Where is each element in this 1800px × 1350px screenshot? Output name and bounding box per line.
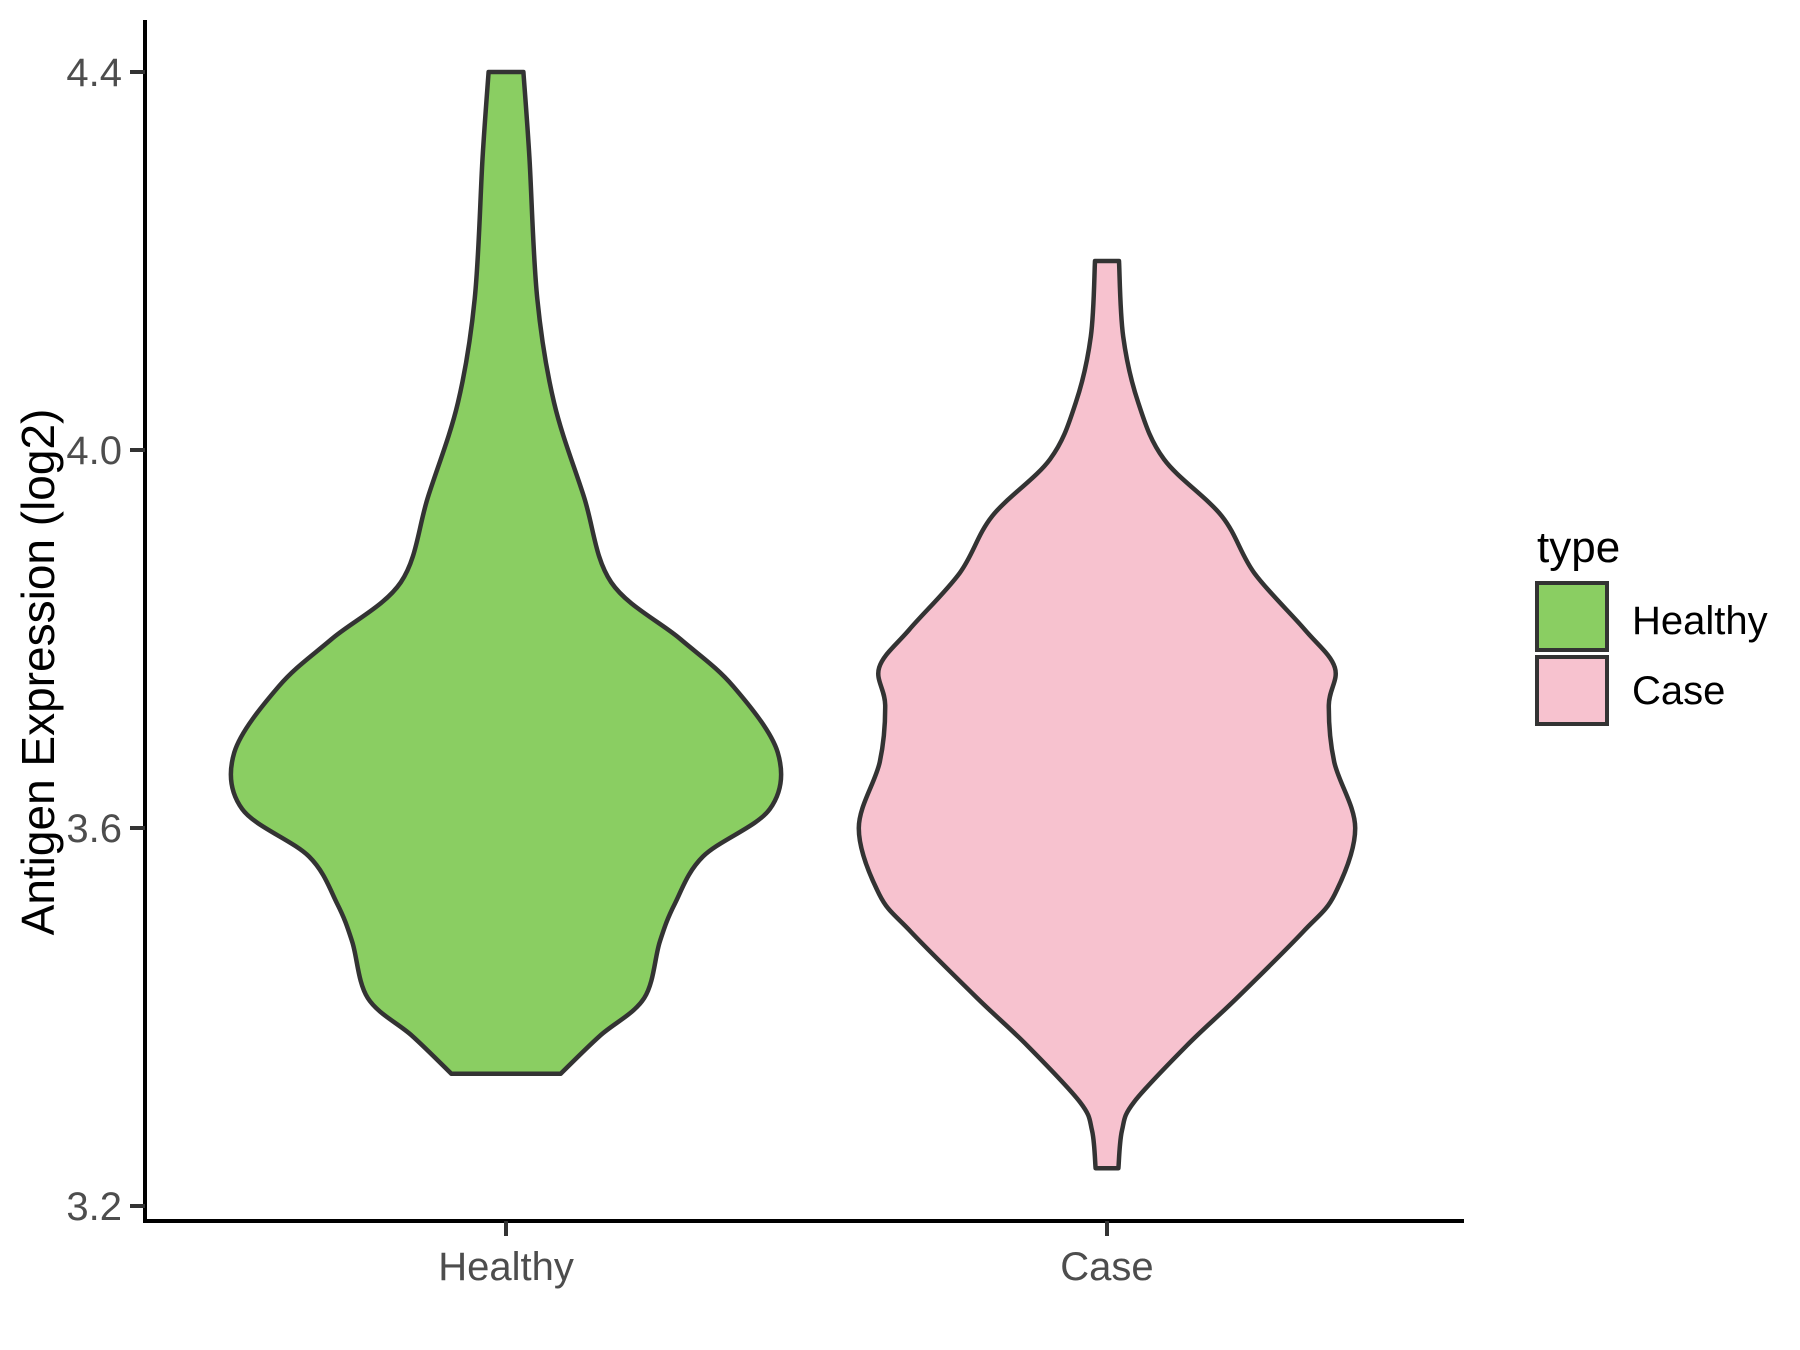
- legend: type Healthy Case: [1535, 523, 1768, 726]
- violins-group: [228, 69, 1358, 1171]
- x-tick-label-healthy: Healthy: [438, 1245, 574, 1289]
- legend-label-healthy: Healthy: [1632, 599, 1768, 643]
- legend-title: type: [1537, 523, 1620, 572]
- legend-label-case: Case: [1632, 669, 1725, 713]
- y-tick-marks: [130, 70, 145, 1208]
- y-tick-label-4-4: 4.4: [66, 51, 122, 95]
- legend-key-healthy: [1535, 581, 1609, 652]
- x-tick-marks: [504, 1221, 1109, 1236]
- y-tick-label-3-6: 3.6: [66, 807, 122, 851]
- x-tick-label-case: Case: [1060, 1245, 1153, 1289]
- violin-healthy: [228, 69, 784, 1076]
- violin-case: [856, 258, 1358, 1171]
- y-axis-title: Antigen Expression (log2): [12, 409, 64, 936]
- y-tick-label-4-0: 4.0: [66, 429, 122, 473]
- legend-key-case: [1535, 655, 1609, 726]
- y-tick-label-3-2: 3.2: [66, 1185, 122, 1229]
